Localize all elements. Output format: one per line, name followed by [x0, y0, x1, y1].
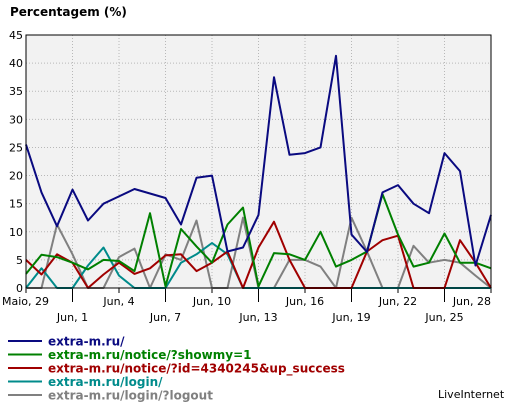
x-tick-label: Jun, 1: [56, 311, 88, 324]
legend: extra-m.ru/extra-m.ru/notice/?showmy=1ex…: [8, 335, 345, 403]
legend-label: extra-m.ru/login/: [48, 375, 163, 389]
y-axis: 0 5 10 15 20 25 30 35 40 45: [9, 29, 23, 295]
x-tick-label: Jun, 7: [149, 311, 181, 324]
x-tick-label: Jun, 28: [452, 295, 491, 308]
y-tick-label: 30: [9, 113, 23, 126]
y-tick-label: 40: [9, 57, 23, 70]
y-tick-label: 45: [9, 29, 23, 42]
y-tick-label: 20: [9, 170, 23, 183]
x-tick-label: Jun, 22: [378, 295, 417, 308]
chart-title: Percentagem (%): [10, 5, 127, 19]
legend-label: extra-m.ru/notice/?id=4340245&up_success: [48, 362, 345, 377]
x-tick-label: Jun, 19: [331, 311, 370, 324]
legend-label: extra-m.ru/notice/?showmy=1: [48, 348, 252, 362]
legend-label: extra-m.ru/: [48, 335, 125, 349]
x-tick-label: Jun, 13: [238, 311, 277, 324]
x-tick-label: Jun, 16: [285, 295, 324, 308]
y-tick-label: 35: [9, 85, 23, 98]
y-tick-label: 15: [9, 198, 23, 211]
y-tick-label: 25: [9, 141, 23, 154]
series-line: [25, 193, 492, 288]
series-line: [25, 54, 492, 267]
y-tick-label: 10: [9, 226, 23, 239]
x-tick-label: Jun, 10: [192, 295, 231, 308]
x-tick-label: Jun, 4: [102, 295, 134, 308]
x-tick-label: Maio, 29: [2, 295, 49, 308]
legend-label: extra-m.ru/login/?logout: [48, 389, 213, 403]
plot-frame: [25, 34, 492, 289]
y-tick-label: 0: [16, 282, 23, 295]
brand-label: LiveInternet: [438, 388, 505, 401]
y-tick-label: 5: [16, 254, 23, 267]
x-axis: Maio, 29 Jun, 1 Jun, 4 Jun, 7 Jun, 10 Jun, 13…: [2, 288, 492, 324]
x-tick-label: Jun, 25: [424, 311, 463, 324]
